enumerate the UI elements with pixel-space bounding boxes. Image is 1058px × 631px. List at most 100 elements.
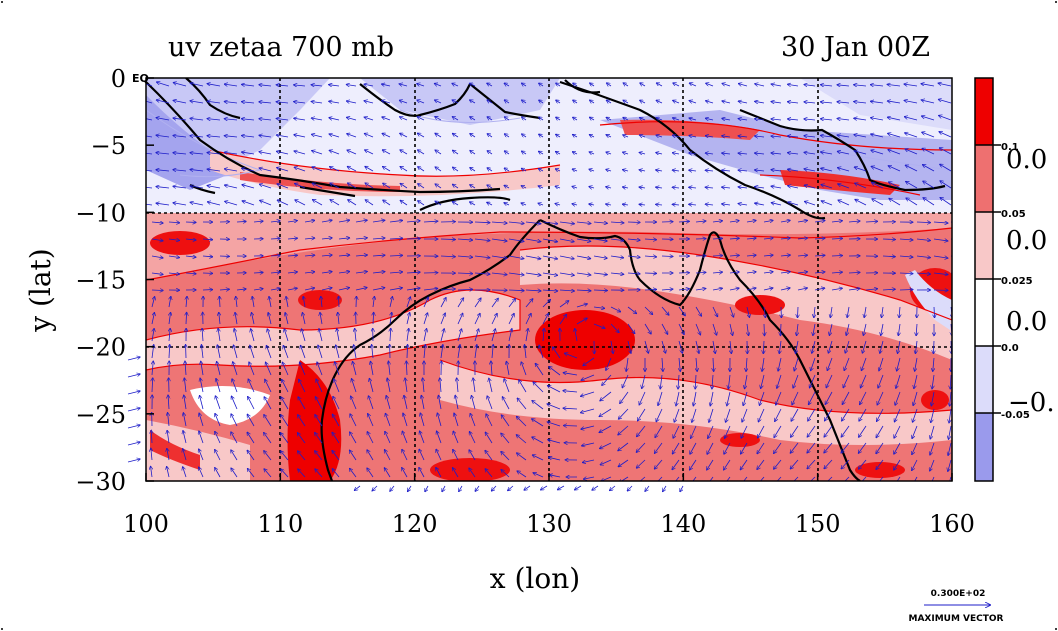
field-strong-red <box>921 390 949 410</box>
wind-vector <box>282 362 289 376</box>
wind-vector <box>525 272 541 275</box>
wind-vector <box>842 408 850 421</box>
wind-vector <box>199 413 204 427</box>
wind-vector <box>152 361 153 376</box>
wind-vector <box>315 433 323 444</box>
wind-vector <box>950 272 952 274</box>
wind-vector <box>346 85 357 86</box>
wind-vector <box>383 183 391 189</box>
wind-vector <box>838 168 850 172</box>
wind-vector <box>264 415 272 427</box>
wind-vector <box>400 133 408 138</box>
wind-vector <box>146 100 153 104</box>
wind-vector <box>894 442 901 454</box>
wind-vector <box>777 374 782 388</box>
wind-vector <box>487 100 493 103</box>
wind-vector <box>763 255 773 256</box>
colorbar-level: 0.025 <box>1001 276 1033 287</box>
wind-vector <box>593 323 605 328</box>
wind-vector <box>236 289 246 290</box>
wind-vector <box>722 204 731 205</box>
wind-vector <box>722 187 731 188</box>
wind-vector <box>763 340 764 354</box>
wind-vector <box>727 391 731 406</box>
wind-vector <box>315 469 323 478</box>
wind-vector <box>745 374 748 389</box>
wind-vector <box>780 323 781 336</box>
wind-vector <box>674 408 680 422</box>
wind-vector <box>440 256 455 257</box>
wind-vector <box>882 289 895 290</box>
wind-vector <box>233 362 238 376</box>
wind-vector <box>543 329 544 342</box>
wind-vector <box>525 222 541 224</box>
wind-vector <box>848 288 860 290</box>
colorbar-swatch-neg <box>975 346 993 413</box>
wind-vector <box>611 340 613 353</box>
wind-vector <box>190 83 204 87</box>
wind-vector <box>338 312 339 325</box>
wind-vector <box>406 221 420 222</box>
wind-vector <box>382 101 391 103</box>
wind-vector <box>556 83 561 86</box>
wind-vector <box>268 313 272 325</box>
wind-vector <box>440 289 455 290</box>
wind-vector <box>555 204 561 205</box>
wind-vector <box>860 374 867 388</box>
wind-vector <box>183 449 187 461</box>
wind-vector <box>470 100 476 103</box>
colorbar-level: 0.1 <box>1001 142 1019 153</box>
wind-vector <box>576 273 591 275</box>
wind-vector <box>452 100 459 104</box>
wind-vector <box>532 401 544 410</box>
wind-vector <box>639 135 646 137</box>
wind-vector <box>738 153 748 154</box>
wind-vector <box>247 432 255 444</box>
wind-vector <box>332 414 340 427</box>
colorbar-swatch-0.0 <box>975 279 993 346</box>
wind-vector <box>186 296 187 308</box>
wind-vector <box>329 134 340 138</box>
wind-vector <box>639 204 646 205</box>
wind-vectors-outside <box>127 357 684 492</box>
wind-vector <box>373 312 374 325</box>
wind-vector <box>894 459 901 470</box>
wind-vector <box>281 415 289 427</box>
wind-vector <box>680 485 684 492</box>
wind-vector <box>525 345 526 359</box>
wind-vector <box>599 425 612 432</box>
wind-vector <box>522 100 527 103</box>
wind-vector <box>151 430 152 444</box>
wind-vector <box>542 314 548 325</box>
wind-vector <box>489 378 493 393</box>
wind-vector <box>127 374 140 378</box>
wind-vector <box>208 202 221 206</box>
wind-vector <box>626 357 628 371</box>
wind-vector <box>838 200 850 206</box>
wind-vector <box>831 272 842 273</box>
wind-vector <box>471 396 476 410</box>
wind-vector <box>831 221 842 222</box>
chart-title-right: 30 Jan 00Z <box>781 32 930 63</box>
wind-vector <box>311 85 323 86</box>
wind-vector <box>294 118 306 120</box>
wind-vector <box>338 271 350 273</box>
wind-vector <box>485 451 493 461</box>
wind-vector <box>555 186 561 188</box>
wind-vector <box>541 485 548 490</box>
wind-vector <box>332 432 340 444</box>
wind-vector <box>797 323 798 335</box>
wind-vector <box>821 119 833 120</box>
wind-vector <box>469 468 476 478</box>
wind-vector <box>419 449 425 461</box>
wind-vector <box>390 313 392 325</box>
wind-vector <box>390 328 391 342</box>
wind-vector <box>417 84 425 86</box>
wind-vector <box>402 449 408 461</box>
wind-vector <box>151 222 163 223</box>
wind-vector <box>207 119 221 120</box>
x-tick-label: 140 <box>660 510 706 538</box>
wind-vector <box>882 239 895 240</box>
wind-vector <box>259 119 272 120</box>
wind-vector <box>508 290 524 291</box>
